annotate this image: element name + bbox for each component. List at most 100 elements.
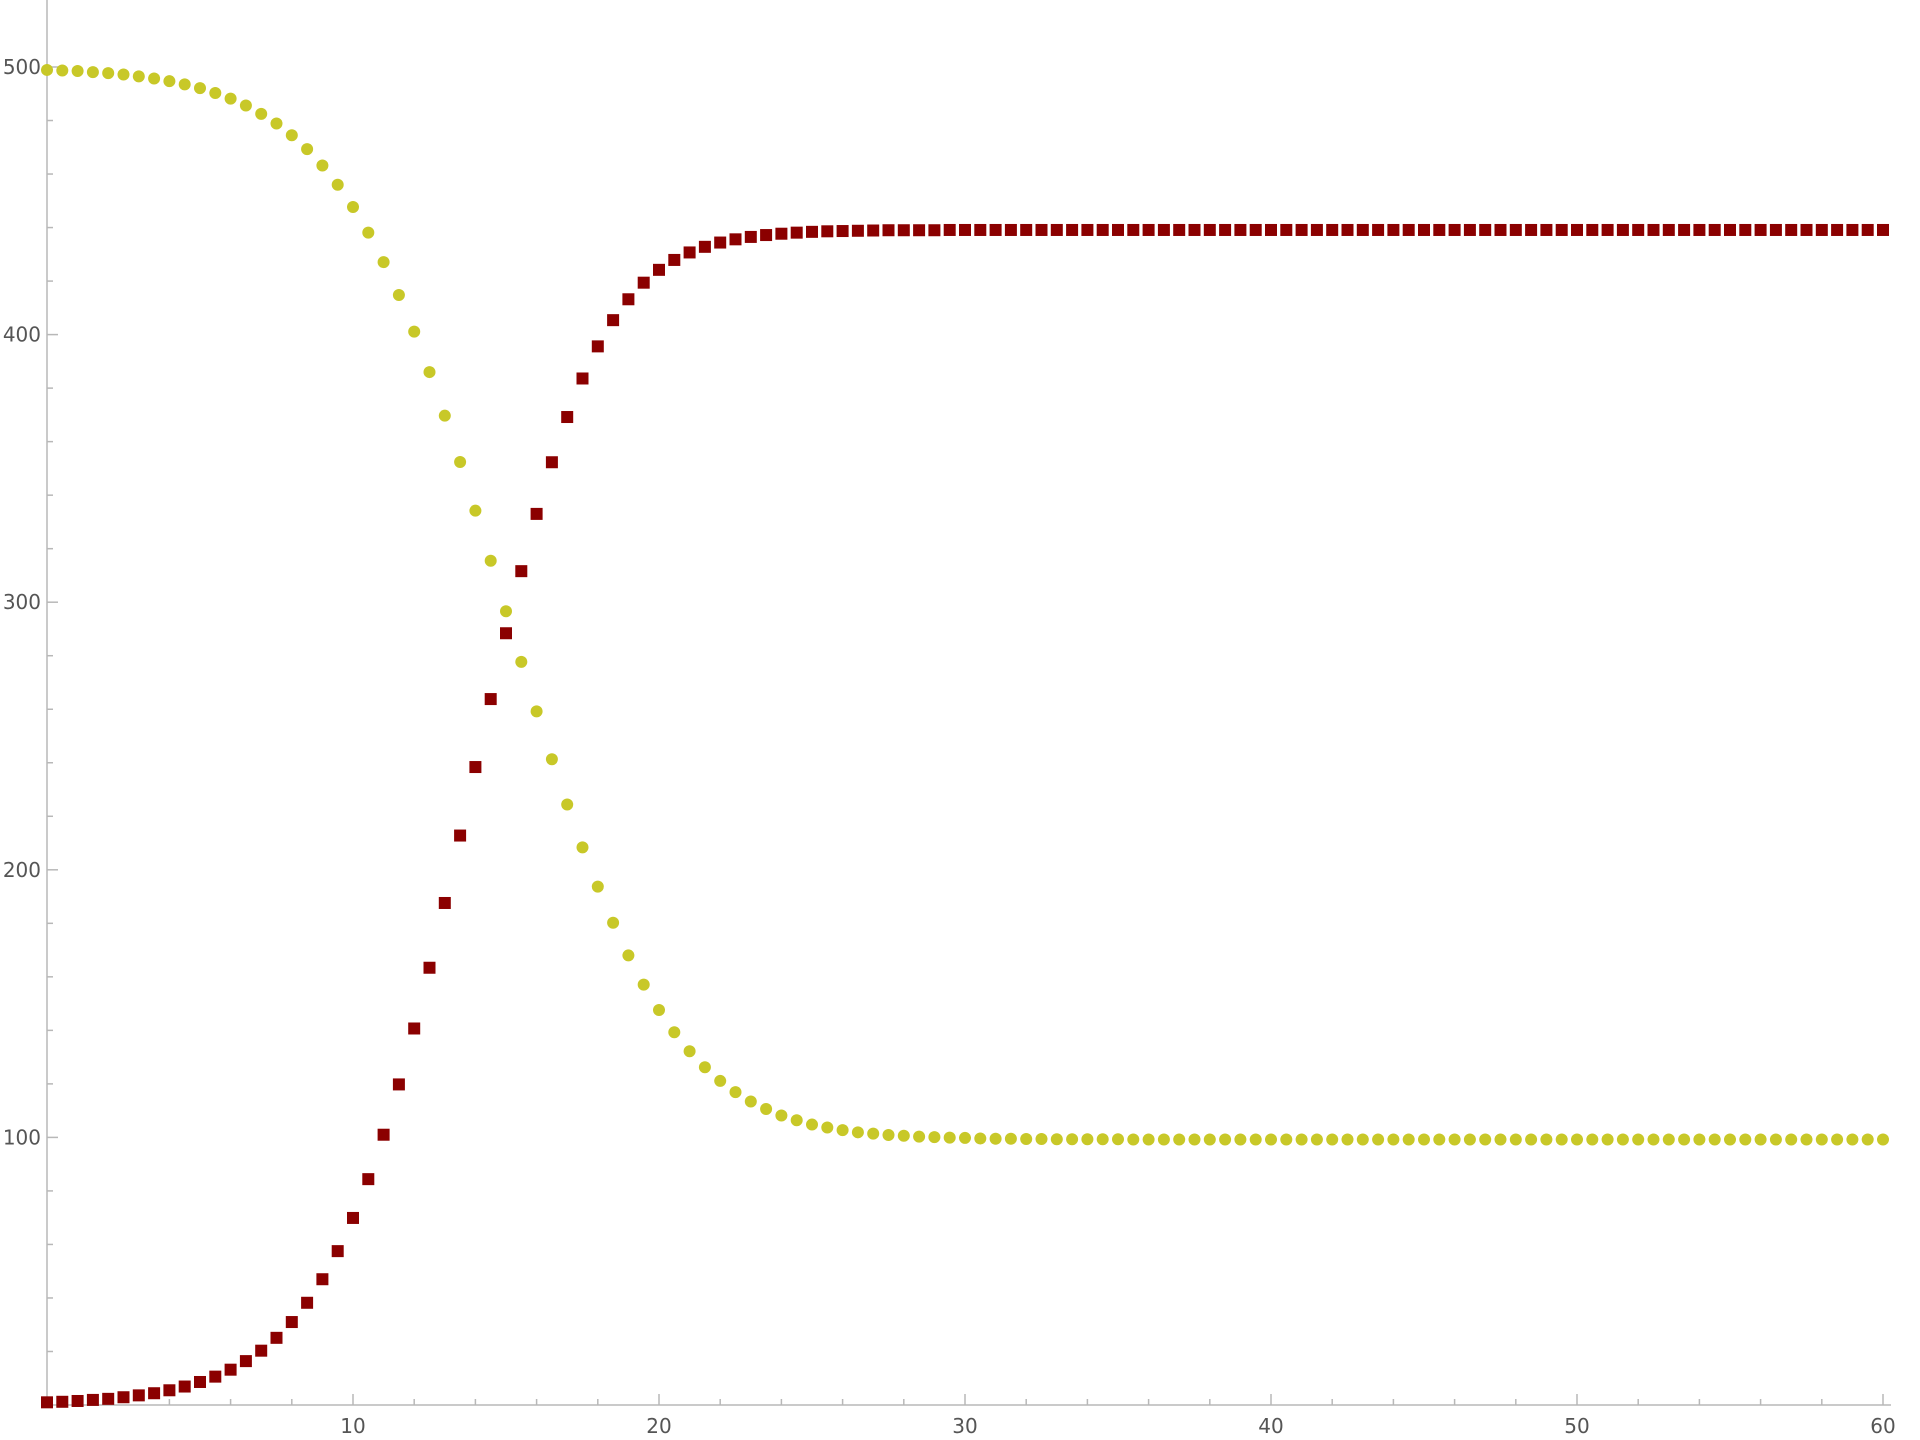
decreasing-point <box>1846 1133 1859 1146</box>
decreasing-point <box>56 64 69 77</box>
decreasing-point <box>1785 1133 1798 1146</box>
decreasing-point <box>1693 1133 1706 1146</box>
decreasing-point <box>1112 1133 1124 1146</box>
decreasing-point <box>1142 1133 1155 1146</box>
decreasing-point <box>1295 1133 1308 1146</box>
decreasing-point <box>1004 1132 1017 1145</box>
increasing-point <box>1647 223 1660 236</box>
increasing-point <box>882 224 895 237</box>
increasing-point <box>377 1128 390 1141</box>
decreasing-point <box>1387 1133 1400 1146</box>
increasing-point <box>469 761 482 774</box>
decreasing-point <box>1708 1133 1721 1146</box>
increasing-point <box>1678 223 1691 236</box>
increasing-point <box>1724 223 1736 236</box>
increasing-point <box>1356 223 1369 236</box>
increasing-point <box>851 224 864 237</box>
decreasing-point <box>362 226 375 239</box>
decreasing-point <box>1310 1133 1323 1146</box>
decreasing-point <box>1769 1133 1782 1146</box>
x-tick-label: 40 <box>1258 1414 1283 1438</box>
decreasing-point <box>484 554 497 567</box>
increasing-point <box>362 1173 375 1186</box>
increasing-point <box>1479 223 1492 236</box>
x-tick-label: 20 <box>646 1414 671 1438</box>
decreasing-point <box>1203 1133 1216 1146</box>
decreasing-point <box>239 99 252 112</box>
decreasing-point <box>530 705 543 718</box>
decreasing-point <box>1571 1133 1583 1146</box>
increasing-point <box>974 223 987 236</box>
decreasing-point <box>515 655 528 668</box>
increasing-point <box>71 1394 84 1407</box>
decreasing-point <box>545 753 558 766</box>
series-decreasing <box>41 63 1889 1146</box>
decreasing-point <box>1647 1133 1660 1146</box>
increasing-point <box>239 1355 252 1368</box>
decreasing-point <box>1739 1133 1752 1146</box>
decreasing-point <box>607 916 620 929</box>
decreasing-point <box>1066 1133 1079 1146</box>
increasing-point <box>683 246 696 259</box>
increasing-point <box>1785 223 1798 236</box>
increasing-point <box>1157 223 1170 236</box>
increasing-point <box>653 263 665 276</box>
increasing-point <box>117 1391 130 1404</box>
increasing-point <box>331 1245 344 1258</box>
decreasing-point <box>683 1045 696 1058</box>
increasing-point <box>1265 223 1277 236</box>
increasing-point <box>1601 223 1614 236</box>
decreasing-point <box>882 1128 895 1141</box>
increasing-point <box>561 411 574 424</box>
decreasing-point <box>469 504 482 517</box>
increasing-point <box>943 223 956 236</box>
decreasing-point <box>1448 1133 1461 1146</box>
decreasing-point <box>637 978 650 991</box>
increasing-point <box>423 961 436 974</box>
increasing-point <box>1081 223 1094 236</box>
y-tick-label: 300 <box>3 590 41 614</box>
decreasing-point <box>1877 1133 1889 1146</box>
increasing-point <box>760 229 773 242</box>
decreasing-point <box>561 798 574 811</box>
increasing-point <box>1280 223 1293 236</box>
decreasing-point <box>454 455 467 468</box>
increasing-point <box>607 314 620 327</box>
increasing-point <box>1173 223 1186 236</box>
decreasing-point <box>316 159 329 172</box>
decreasing-point <box>194 82 206 95</box>
decreasing-point <box>255 107 268 120</box>
x-tick-label: 30 <box>952 1414 977 1438</box>
decreasing-point <box>1280 1133 1293 1146</box>
increasing-point <box>1494 223 1507 236</box>
decreasing-point <box>1081 1133 1094 1146</box>
increasing-point <box>1433 223 1446 236</box>
increasing-point <box>1249 223 1262 236</box>
decreasing-point <box>1800 1133 1813 1146</box>
increasing-point <box>1769 223 1782 236</box>
decreasing-point <box>698 1061 711 1074</box>
increasing-point <box>913 224 926 237</box>
decreasing-point <box>1096 1133 1109 1146</box>
increasing-point <box>1632 223 1645 236</box>
y-tick-label: 400 <box>3 323 41 347</box>
x-tick-label: 10 <box>340 1414 365 1438</box>
x-tick-label: 50 <box>1564 1414 1589 1438</box>
increasing-point <box>1096 223 1109 236</box>
decreasing-point <box>1265 1133 1277 1146</box>
increasing-point <box>515 565 528 578</box>
increasing-point <box>1800 223 1813 236</box>
increasing-point <box>438 896 451 909</box>
y-tick-label: 200 <box>3 858 41 882</box>
increasing-point <box>1739 223 1752 236</box>
increasing-point <box>1815 223 1828 236</box>
increasing-point <box>194 1375 206 1388</box>
decreasing-point <box>500 605 512 618</box>
decreasing-point <box>1678 1133 1691 1146</box>
increasing-point <box>1142 223 1155 236</box>
y-tick-label: 100 <box>3 1125 41 1149</box>
increasing-point <box>408 1022 421 1035</box>
series-increasing <box>41 223 1889 1409</box>
increasing-point <box>1662 223 1675 236</box>
